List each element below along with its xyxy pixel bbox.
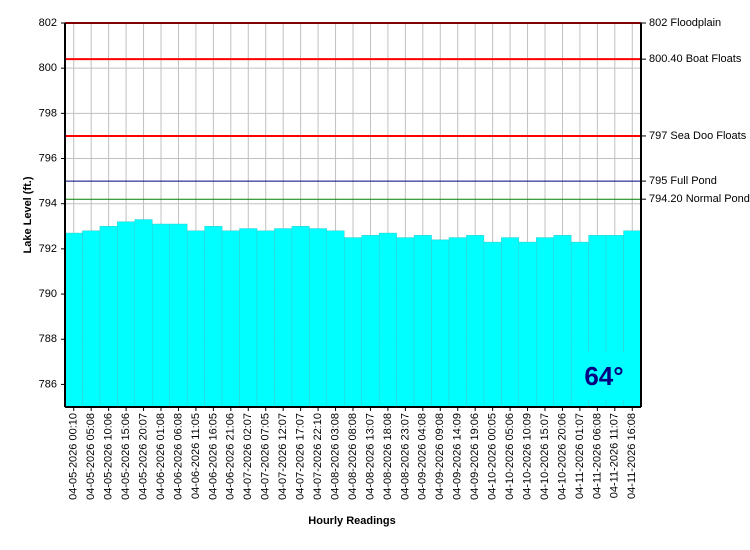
x-tick-label: 04-06-2026 16:05: [207, 413, 219, 500]
x-tick-label: 04-07-2026 07:05: [260, 413, 272, 500]
temperature-text: 64°: [584, 361, 623, 391]
y-tick-label: 800: [39, 62, 57, 74]
x-tick-label: 04-05-2026 15:06: [120, 413, 132, 500]
bar: [448, 237, 467, 408]
reference-label: 794.20 Normal Pond: [649, 193, 750, 205]
bar: [152, 223, 170, 408]
x-tick-label: 04-06-2026 11:05: [190, 413, 202, 499]
bar: [221, 230, 240, 408]
y-tick-label: 786: [39, 378, 57, 390]
x-tick-label: 04-09-2026 14:09: [452, 413, 464, 500]
bar: [396, 237, 415, 408]
x-tick-label: 04-08-2026 08:08: [347, 413, 359, 500]
bar: [536, 237, 554, 408]
bar: [134, 219, 153, 408]
bar: [99, 226, 118, 408]
bar: [378, 232, 397, 408]
bar: [117, 221, 136, 408]
y-tick-label: 802: [39, 17, 57, 29]
y-tick-label: 788: [39, 333, 57, 345]
y-tick-label: 790: [39, 288, 57, 300]
bar: [291, 226, 310, 408]
bar: [256, 230, 275, 408]
x-tick-label: 04-05-2026 10:06: [103, 413, 115, 500]
x-tick-label: 04-06-2026 21:06: [225, 413, 237, 500]
bar: [239, 228, 258, 408]
bar: [501, 237, 520, 408]
y-axis-title: Lake Level (ft.): [22, 176, 34, 253]
reference-label: 800.40 Boat Floats: [649, 53, 742, 65]
bar: [169, 223, 188, 408]
reference-label: 797 Sea Doo Floats: [649, 130, 747, 142]
bar: [309, 228, 328, 408]
x-tick-label: 04-10-2026 05:06: [504, 413, 516, 500]
x-tick-label: 04-10-2026 15:07: [539, 413, 551, 500]
x-tick-label: 04-09-2026 09:08: [434, 413, 446, 500]
x-tick-label: 04-11-2026 16:08: [626, 413, 638, 499]
x-tick-label: 04-09-2026 19:06: [469, 413, 481, 500]
x-tick-label: 04-08-2026 18:08: [382, 413, 394, 500]
bar: [186, 230, 205, 408]
x-axis-title: Hourly Readings: [308, 515, 395, 527]
y-tick-label: 794: [39, 198, 57, 210]
bar: [466, 235, 485, 408]
x-tick-label: 04-06-2026 06:08: [172, 413, 184, 500]
bar: [344, 237, 362, 408]
reference-label: 795 Full Pond: [649, 175, 717, 187]
x-tick-label: 04-05-2026 20:07: [137, 413, 149, 500]
bar: [204, 226, 223, 408]
bar: [413, 235, 432, 408]
x-tick-label: 04-10-2026 10:09: [521, 413, 533, 500]
reference-label: 802 Floodplain: [649, 17, 721, 29]
bar: [361, 235, 380, 408]
y-tick-label: 792: [39, 243, 57, 255]
x-tick-label: 04-07-2026 02:07: [242, 413, 254, 500]
x-tick-label: 04-11-2026 06:08: [591, 413, 603, 499]
y-tick-label: 798: [39, 107, 57, 119]
bar: [326, 230, 345, 408]
x-tick-label: 04-05-2026 05:08: [85, 413, 97, 500]
x-tick-label: 04-11-2026 11:07: [609, 413, 621, 498]
temperature-badge: [578, 352, 634, 400]
x-tick-label: 04-10-2026 20:06: [556, 413, 568, 500]
x-tick-label: 04-07-2026 17:07: [295, 413, 307, 500]
x-tick-label: 04-08-2026 23:07: [399, 413, 411, 500]
bar: [431, 239, 450, 408]
bar: [518, 241, 537, 408]
x-tick-label: 04-06-2026 01:08: [155, 413, 167, 500]
x-tick-label: 04-07-2026 22:10: [312, 413, 324, 500]
bar: [82, 230, 101, 408]
y-tick-label: 796: [39, 152, 57, 164]
bar: [274, 228, 293, 408]
x-tick-label: 04-05-2026 00:10: [68, 413, 80, 500]
bar: [64, 232, 83, 408]
x-tick-label: 04-09-2026 04:08: [417, 413, 429, 500]
x-tick-label: 04-08-2026 03:08: [329, 413, 341, 500]
x-tick-label: 04-10-2026 00:05: [487, 413, 499, 500]
x-tick-label: 04-08-2026 13:07: [364, 413, 376, 500]
bar: [483, 241, 502, 408]
x-tick-label: 04-11-2026 01:07: [574, 413, 586, 499]
x-tick-label: 04-07-2026 12:07: [277, 413, 289, 500]
bar: [553, 235, 572, 408]
